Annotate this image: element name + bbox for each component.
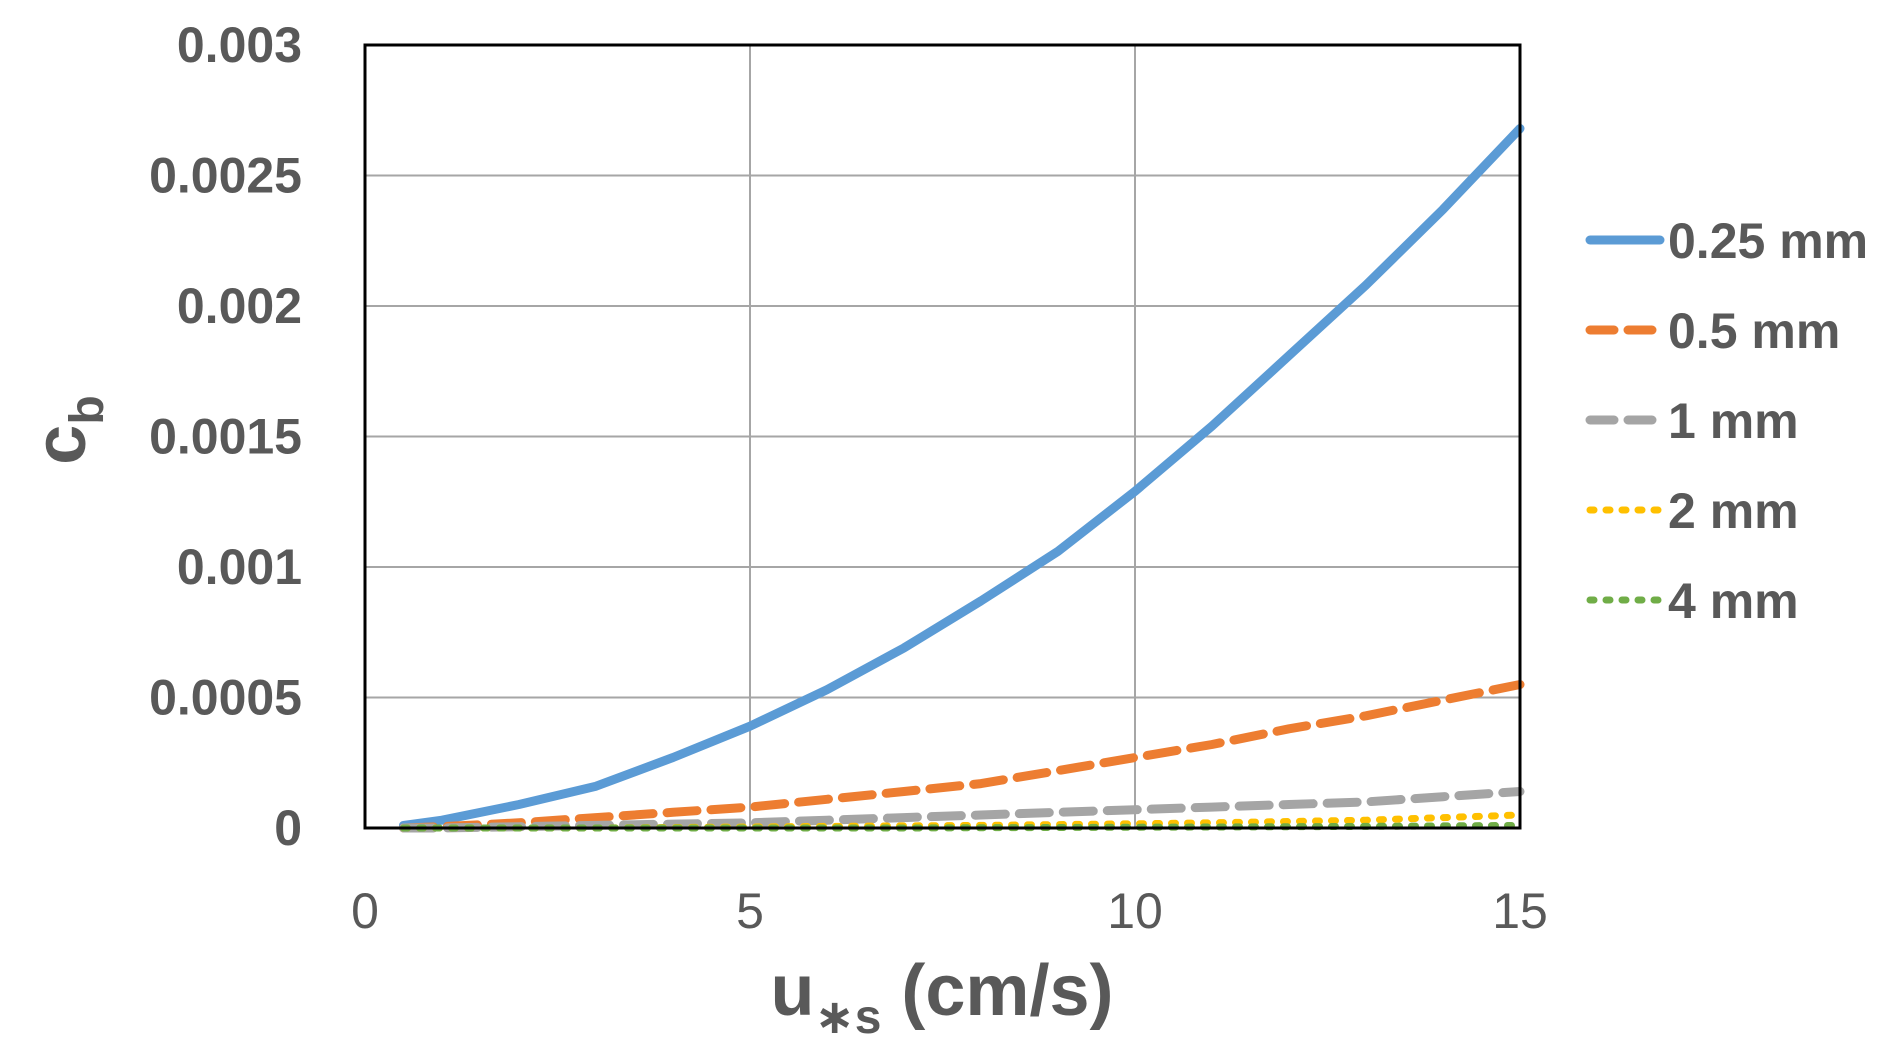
y-tick-label: 0 [274, 800, 302, 856]
x-axis-title: u∗s (cm/s) [771, 951, 1114, 1044]
x-tick-labels: 0 5 10 15 [351, 883, 1548, 939]
x-tick-label: 0 [351, 883, 379, 939]
y-tick-label: 0.0005 [149, 670, 302, 726]
plot-border [363, 43, 1522, 830]
series-line-0_5-mm [399, 680, 1525, 833]
y-tick-label: 0.001 [177, 539, 302, 595]
series-layer [399, 124, 1525, 833]
legend-label: 1 mm [1668, 393, 1799, 449]
series-line-0_25-mm [399, 124, 1525, 830]
y-tick-label: 0.002 [177, 278, 302, 334]
legend: 0.25 mm 0.5 mm 1 mm 2 mm 4 mm [1585, 213, 1868, 629]
x-tick-label: 5 [736, 883, 764, 939]
legend-label: 0.25 mm [1668, 213, 1868, 269]
legend-label: 2 mm [1668, 483, 1799, 539]
legend-label: 0.5 mm [1668, 303, 1840, 359]
y-tick-labels: 0 0.0005 0.001 0.0015 0.002 0.0025 0.003 [149, 17, 302, 856]
y-tick-label: 0.0015 [149, 409, 302, 465]
x-tick-label: 10 [1107, 883, 1163, 939]
y-axis-title: cb [21, 395, 114, 464]
series-line-1-mm [399, 787, 1525, 833]
y-tick-label: 0.003 [177, 17, 302, 73]
y-tick-label: 0.0025 [149, 148, 302, 204]
x-tick-label: 15 [1492, 883, 1548, 939]
legend-label: 4 mm [1668, 573, 1799, 629]
